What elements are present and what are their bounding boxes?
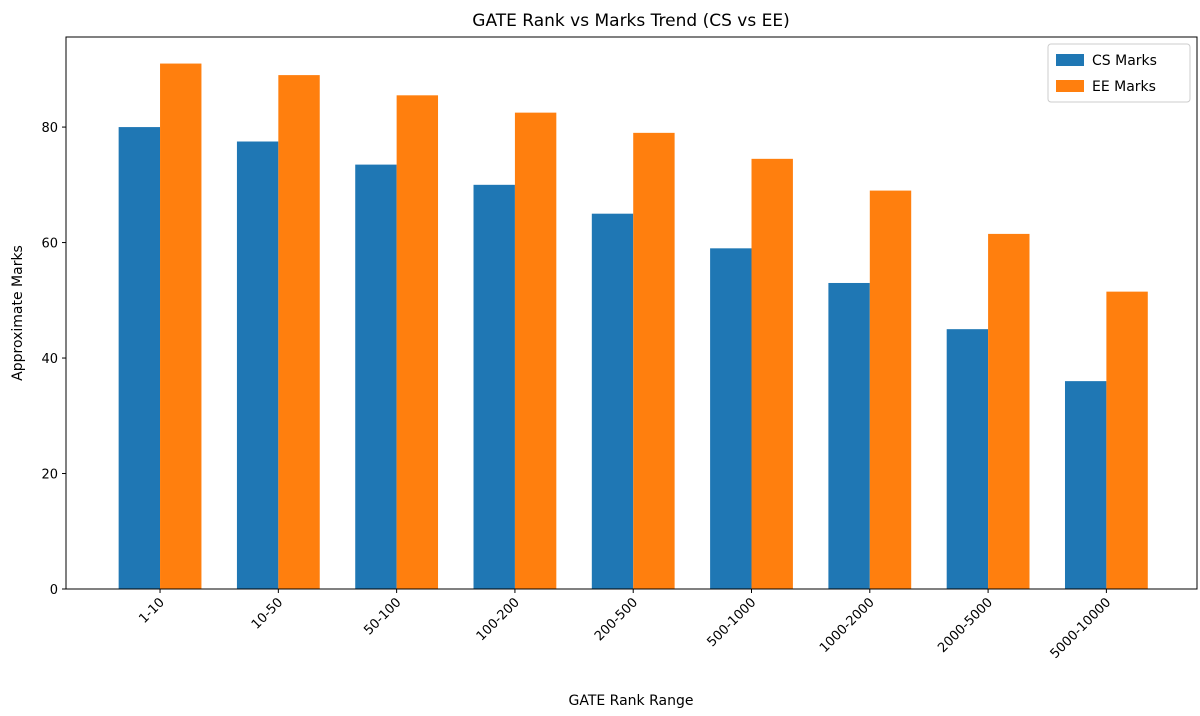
x-tick-label: 1000-2000 (817, 595, 878, 656)
x-tick-label: 10-50 (249, 595, 286, 632)
bar-cs-marks-10-50 (236, 141, 279, 589)
bar-ee-marks-2000-5000 (988, 233, 1030, 590)
bar-ee-marks-10-50 (278, 75, 320, 590)
bar-cs-marks-1-10 (118, 127, 161, 589)
bar-ee-marks-200-500 (633, 132, 675, 589)
x-tick-label: 50-100 (361, 595, 404, 638)
legend-label: CS Marks (1092, 53, 1157, 69)
bar-cs-marks-5000-10000 (1064, 381, 1107, 589)
chart-title: GATE Rank vs Marks Trend (CS vs EE) (472, 11, 789, 31)
bar-ee-marks-1000-2000 (869, 190, 912, 589)
y-tick-label: 60 (41, 237, 58, 252)
legend-swatch (1056, 54, 1084, 66)
y-axis-label: Approximate Marks (10, 245, 26, 381)
y-tick-label: 80 (41, 121, 58, 136)
x-tick-label: 200-500 (592, 595, 641, 644)
bar-cs-marks-1000-2000 (828, 282, 870, 589)
x-tick-label: 500-1000 (704, 595, 759, 650)
bar-ee-marks-50-100 (396, 95, 439, 589)
bar-cs-marks-200-500 (591, 213, 634, 589)
bar-ee-marks-1-10 (160, 63, 202, 589)
x-tick-label: 100-200 (474, 595, 523, 644)
legend: CS Marks EE Marks (1047, 43, 1191, 103)
plot-frame (65, 36, 1198, 590)
bar-ee-marks-500-1000 (751, 158, 793, 589)
y-tick-label: 0 (50, 583, 58, 598)
x-tick-label: 5000-10000 (1048, 595, 1115, 662)
x-axis-label: GATE Rank Range (569, 693, 694, 709)
bar-cs-marks-500-1000 (710, 248, 752, 589)
bar-ee-marks-100-200 (514, 112, 557, 589)
bar-ee-marks-5000-10000 (1106, 291, 1148, 589)
x-tick-label: 1-10 (136, 595, 167, 626)
y-tick-label: 20 (41, 468, 58, 483)
x-tick-label: 2000-5000 (935, 595, 996, 656)
legend-label: EE Marks (1092, 79, 1156, 95)
legend-swatch (1056, 80, 1084, 92)
bar-cs-marks-50-100 (355, 164, 397, 589)
y-tick-label: 40 (41, 352, 58, 367)
bar-cs-marks-2000-5000 (946, 329, 989, 589)
bar-cs-marks-100-200 (473, 184, 515, 589)
